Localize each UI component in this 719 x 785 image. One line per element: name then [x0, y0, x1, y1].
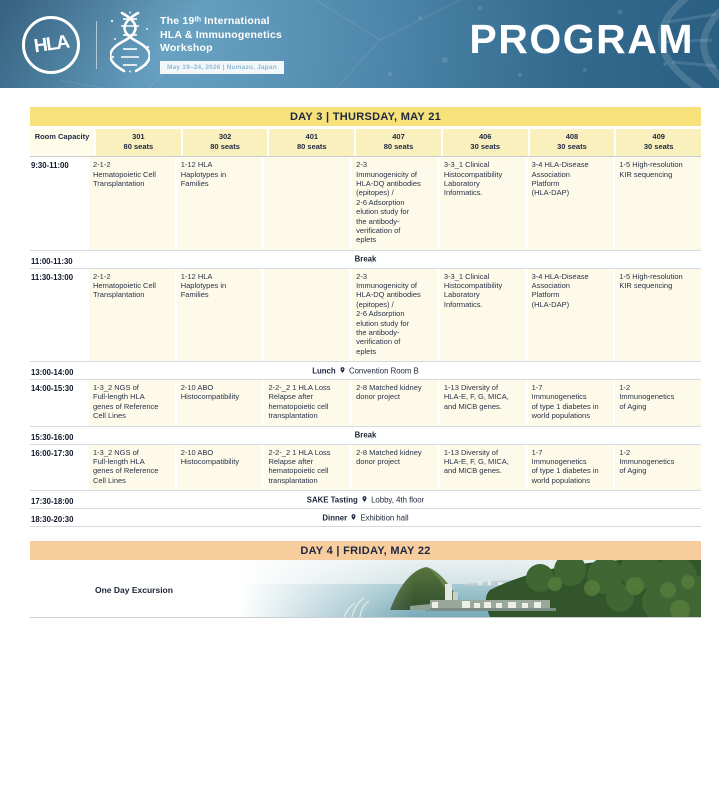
event-label: Lunch Convention Room B: [30, 365, 701, 376]
event-name: Dinner: [322, 513, 348, 522]
break-label: Break: [30, 255, 701, 264]
time-label: 11:00-11:30: [30, 252, 87, 266]
session-cell-301: 2-1-2 Hematopoietic Cell Transplantation: [89, 157, 175, 250]
workshop-title-line1: The 19ᵗʰ International: [160, 15, 270, 28]
room-column-header-409: 409 30 seats: [616, 129, 702, 157]
workshop-title-line3: Workshop: [160, 42, 213, 55]
location-pin-icon: [350, 512, 357, 523]
session-cell-301: 1-3_2 NGS of Full-length HLA genes of Re…: [89, 444, 175, 490]
session-cell-409: 1-5 High-resolution KIR sequencing: [615, 268, 702, 361]
room-column-header-408: 408 30 seats: [529, 129, 615, 157]
break-row-15:30-16:00: 15:30-16:00 Break: [30, 427, 701, 445]
schedule-row-16:00-17:30: 16:00-17:30 1-3_2 NGS of Full-length HLA …: [30, 444, 702, 491]
session-cell-407: 2-3 Immunogenicity of HLA-DQ antibodies …: [352, 268, 438, 361]
room-column-header-302: 302 80 seats: [182, 129, 268, 157]
session-cell-302: 1-12 HLA Haplotypes in Families: [176, 157, 263, 250]
time-label: 15:30-16:00: [30, 428, 87, 442]
schedule-row-14:00-15:30: 14:00-15:30 1-3_2 NGS of Full-length HLA …: [30, 380, 702, 427]
day3-banner: DAY 3 | THURSDAY, MAY 21: [30, 107, 701, 126]
session-cell-401: 2-2-_2 1 HLA Loss Relapse after hematopo…: [264, 380, 351, 426]
event-name: Lunch: [312, 366, 336, 375]
session-cell-302: 2-10 ABO Histocompatibility: [176, 380, 263, 426]
event-label: Dinner Exhibition hall: [30, 512, 701, 523]
day3-banner-label: DAY 3 | THURSDAY, MAY 21: [289, 110, 442, 123]
session-cell-409: 1-2 Immunogenetics of Aging: [615, 380, 702, 426]
dna-helix-icon: [108, 11, 152, 78]
room-capacity-header: Room Capacity: [30, 129, 94, 157]
session-cell-406: 1-13 Diversity of HLA-E, F, G, MICA, and…: [439, 444, 526, 490]
session-cell-301: 1-3_2 NGS of Full-length HLA genes of Re…: [89, 380, 175, 426]
time-label: 14:00-15:30: [30, 380, 87, 426]
hla-logo-text: HLA: [32, 31, 70, 57]
session-cell-408: 3-4 HLA-Disease Association Platform (HL…: [527, 268, 614, 361]
event-location: Exhibition hall: [358, 513, 409, 522]
session-cell-406: 3-3_1 Clinical Histocompatibility Labora…: [439, 157, 526, 250]
event-row-17:30-18:00: 17:30-18:00 SAKE Tasting Lobby, 4th floor: [30, 491, 701, 509]
day4-banner-label: DAY 4 | FRIDAY, MAY 22: [300, 544, 431, 557]
location-pin-icon: [339, 365, 346, 376]
room-column-header-406: 406 30 seats: [442, 129, 528, 157]
event-name: SAKE Tasting: [306, 495, 358, 504]
hla-logo: HLA: [22, 15, 80, 74]
room-column-header-301: 301 80 seats: [96, 129, 181, 157]
session-cell-407: 2-8 Matched kidney donor project: [352, 380, 438, 426]
session-cell-401: 2-2-_2 1 HLA Loss Relapse after hematopo…: [264, 444, 351, 490]
event-name: Break: [354, 254, 377, 264]
session-cell-409: 1-2 Immunogenetics of Aging: [615, 444, 702, 490]
event-name: Break: [354, 430, 377, 440]
session-cell-408: 1-7 Immunogenetics of type 1 diabetes in…: [527, 380, 614, 426]
session-cell-406: 3-3_1 Clinical Histocompatibility Labora…: [439, 268, 526, 361]
brand-block: HLA: [22, 11, 284, 78]
page-title: PROGRAM: [469, 16, 694, 62]
time-label: 17:30-18:00: [30, 493, 87, 506]
session-cell-401: [264, 268, 351, 361]
coastal-photo: [240, 560, 701, 617]
room-column-header-401: 401 80 seats: [269, 129, 355, 157]
event-location: Convention Room B: [346, 366, 419, 375]
time-label: 16:00-17:30: [30, 444, 87, 490]
event-date-badge: May 19–24, 2026 | Numazu, Japan: [160, 60, 284, 74]
break-row-11:00-11:30: 11:00-11:30 Break: [30, 251, 701, 269]
room-column-header-407: 407 80 seats: [356, 129, 441, 157]
session-cell-406: 1-13 Diversity of HLA-E, F, G, MICA, and…: [439, 380, 526, 426]
session-cell-302: 2-10 ABO Histocompatibility: [176, 444, 263, 490]
time-label: 13:00-14:00: [30, 364, 87, 377]
event-label: SAKE Tasting Lobby, 4th floor: [30, 494, 701, 505]
event-row-18:30-20:30: 18:30-20:30 Dinner Exhibition hall: [30, 509, 701, 527]
time-label: 18:30-20:30: [30, 511, 87, 524]
schedule-content: DAY 3 | THURSDAY, MAY 21 Room Capacity 3…: [30, 107, 702, 618]
schedule-row-9:30-11:00: 9:30-11:00 2-1-2 Hematopoietic Cell Trans…: [30, 157, 702, 251]
day3-column-header-row: Room Capacity 301 80 seats 302 80 seats 40…: [30, 129, 702, 158]
day4-banner: DAY 4 | FRIDAY, MAY 22: [30, 541, 701, 560]
session-cell-301: 2-1-2 Hematopoietic Cell Transplantation: [89, 268, 175, 361]
excursion-label: One Day Excursion: [95, 585, 173, 595]
page-header: HLA: [0, 0, 719, 88]
event-row-13:00-14:00: 13:00-14:00 Lunch Convention Room B: [30, 362, 701, 380]
location-pin-icon: [361, 494, 368, 505]
time-label: 11:30-13:00: [30, 268, 87, 361]
session-cell-408: 1-7 Immunogenetics of type 1 diabetes in…: [527, 444, 614, 490]
session-cell-401: [264, 157, 351, 250]
session-cell-407: 2-8 Matched kidney donor project: [352, 444, 438, 490]
session-cell-302: 1-12 HLA Haplotypes in Families: [176, 268, 263, 361]
event-location: Lobby, 4th floor: [368, 495, 425, 504]
session-cell-407: 2-3 Immunogenicity of HLA-DQ antibodies …: [352, 157, 438, 250]
schedule-row-11:30-13:00: 11:30-13:00 2-1-2 Hematopoietic Cell Tran…: [30, 268, 702, 362]
time-label: 9:30-11:00: [30, 157, 87, 250]
session-cell-408: 3-4 HLA-Disease Association Platform (HL…: [527, 157, 614, 250]
logo-divider: [96, 20, 97, 69]
workshop-title: The 19ᵗʰ International HLA & Immunogenet…: [160, 15, 284, 74]
session-cell-409: 1-5 High-resolution KIR sequencing: [615, 157, 702, 250]
break-label: Break: [30, 431, 701, 440]
day4-excursion-row: One Day Excursion: [30, 560, 701, 618]
workshop-title-line2: HLA & Immunogenetics: [160, 28, 283, 41]
day3-schedule-table: 9:30-11:00 2-1-2 Hematopoietic Cell Trans…: [30, 157, 702, 527]
